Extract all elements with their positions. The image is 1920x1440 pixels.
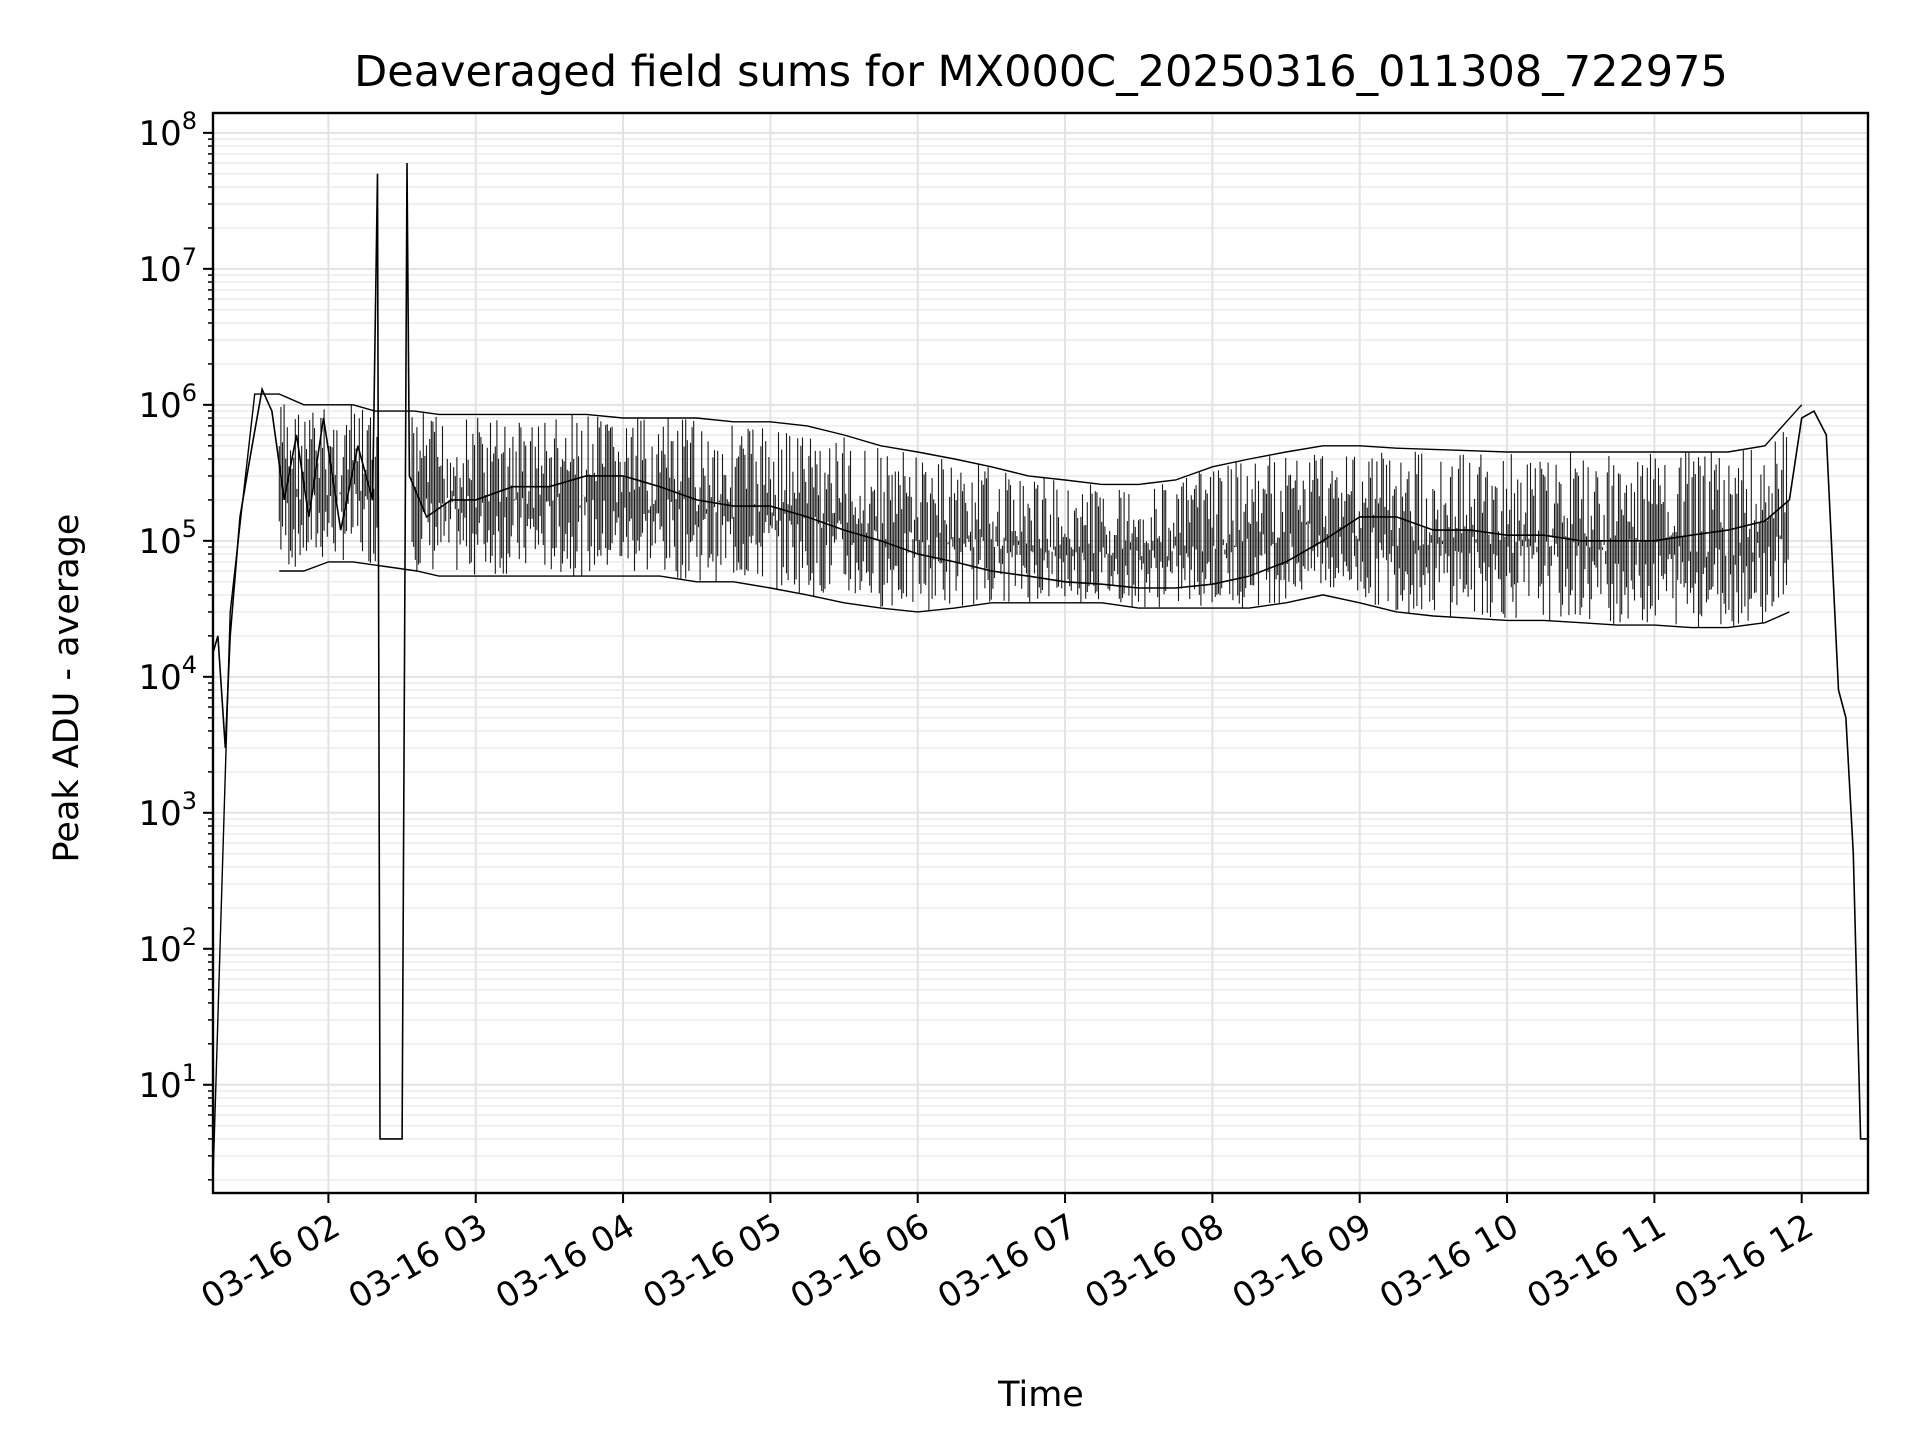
x-tick-label: 03-16 07 — [931, 1206, 1083, 1317]
axes-frame — [211, 111, 1870, 1195]
series-upper-envelope — [212, 393, 1803, 1180]
plot-area — [212, 162, 1868, 1180]
x-tick-label: 03-16 10 — [1373, 1206, 1525, 1317]
series-lower-envelope — [279, 561, 1790, 629]
series-line — [212, 162, 1868, 1140]
y-tick-label: 101 — [138, 1059, 197, 1106]
x-tick-label: 03-16 05 — [637, 1206, 789, 1317]
x-tick-label: 03-16 12 — [1668, 1206, 1820, 1317]
y-tick-label: 103 — [138, 787, 197, 834]
grid — [213, 113, 1868, 1193]
y-axis-label: Peak ADU - average — [47, 514, 87, 863]
x-tick-label: 03-16 06 — [784, 1206, 936, 1317]
series-band — [278, 404, 1789, 628]
y-tick-label: 106 — [138, 379, 197, 426]
series-band-strokes — [278, 404, 1789, 628]
x-tick-label: 03-16 09 — [1226, 1206, 1378, 1317]
x-tick-label: 03-16 02 — [195, 1206, 347, 1317]
x-tick-label: 03-16 04 — [489, 1206, 641, 1317]
y-tick-label: 107 — [138, 243, 197, 290]
y-tick-label: 108 — [138, 107, 197, 154]
x-tick-label: 03-16 03 — [342, 1206, 494, 1317]
chart-title: Deaveraged field sums for MX000C_2025031… — [354, 47, 1728, 97]
y-tick-label: 105 — [138, 515, 197, 562]
y-tick-label: 102 — [138, 923, 197, 970]
x-tick-label: 03-16 08 — [1078, 1206, 1230, 1317]
y-tick-label: 104 — [138, 651, 197, 698]
x-axis-label: Time — [997, 1375, 1084, 1415]
x-tick-label: 03-16 11 — [1520, 1206, 1672, 1317]
